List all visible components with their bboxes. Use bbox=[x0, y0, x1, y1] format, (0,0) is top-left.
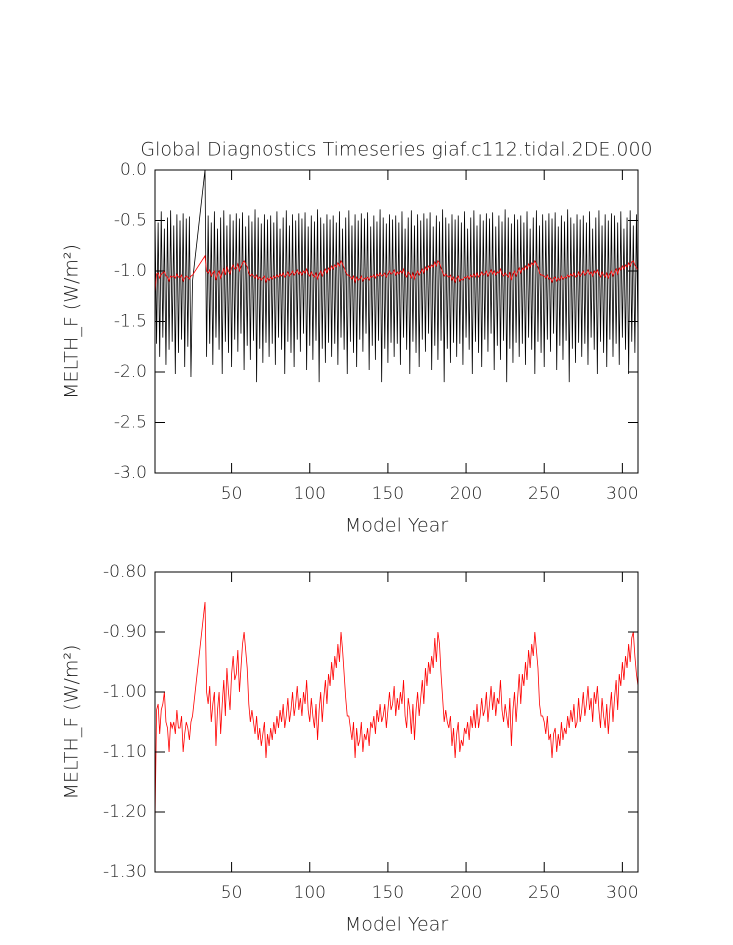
x-tick-label: 250 bbox=[528, 484, 560, 504]
y-tick-label: -1.10 bbox=[103, 742, 147, 762]
x-axis-label: Model Year bbox=[345, 914, 449, 936]
chart-title: Global Diagnostics Timeseries giaf.c112.… bbox=[140, 139, 652, 161]
x-tick-label: 100 bbox=[294, 484, 326, 504]
x-tick-label: 200 bbox=[450, 883, 482, 903]
x-tick-label: 300 bbox=[606, 883, 638, 903]
plot-frame bbox=[154, 571, 639, 873]
x-tick-label: 300 bbox=[606, 484, 638, 504]
y-tick-label: -0.5 bbox=[114, 211, 147, 231]
x-tick-label: 250 bbox=[528, 883, 560, 903]
y-tick-label: -1.30 bbox=[103, 862, 147, 882]
y-tick-label: -3.0 bbox=[114, 463, 147, 483]
series-line bbox=[154, 601, 639, 825]
y-tick-label: -0.90 bbox=[103, 622, 147, 642]
series-line bbox=[154, 169, 639, 383]
y-tick-label: -2.5 bbox=[114, 413, 147, 433]
y-tick-label: -0.80 bbox=[103, 562, 147, 582]
y-tick-label: 0.0 bbox=[120, 160, 147, 180]
x-tick-label: 100 bbox=[294, 883, 326, 903]
x-axis-label: Model Year bbox=[345, 515, 449, 537]
y-tick-label: -1.20 bbox=[103, 802, 147, 822]
x-tick-label: 50 bbox=[221, 484, 243, 504]
y-axis-label: MELTH_F (W/m²) bbox=[61, 645, 83, 800]
y-tick-label: -1.00 bbox=[103, 682, 147, 702]
x-tick-label: 150 bbox=[372, 883, 404, 903]
y-tick-label: -1.5 bbox=[114, 312, 147, 332]
x-tick-label: 50 bbox=[221, 883, 243, 903]
y-axis-label: MELTH_F (W/m²) bbox=[61, 244, 83, 399]
y-tick-label: -2.0 bbox=[114, 362, 147, 382]
y-tick-label: -1.0 bbox=[114, 261, 147, 281]
x-tick-label: 150 bbox=[372, 484, 404, 504]
series-line bbox=[154, 254, 639, 294]
x-tick-label: 200 bbox=[450, 484, 482, 504]
